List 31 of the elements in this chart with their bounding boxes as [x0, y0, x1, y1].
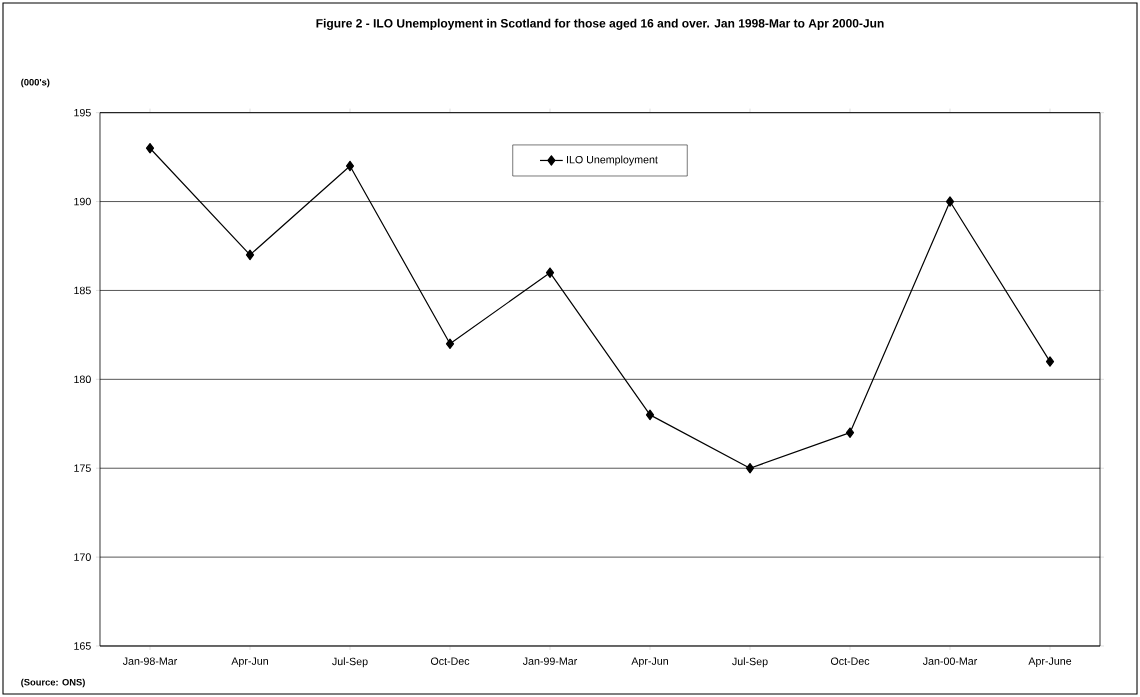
point: [745, 462, 755, 474]
y-tick-label: 190: [74, 197, 91, 206]
x-tick-label: Jul-Sep: [732, 657, 768, 668]
point: [545, 267, 555, 278]
point: [945, 196, 955, 207]
y-tick-label: 170: [74, 553, 91, 561]
y-tick-label: 180: [74, 375, 91, 384]
point: [345, 160, 355, 172]
y-tick-label: 185: [74, 286, 91, 295]
point: [645, 409, 655, 421]
point: [445, 338, 455, 350]
point: [1045, 356, 1055, 367]
x-tick-label: Jul-Sep: [332, 657, 368, 668]
point: [145, 142, 155, 154]
y-tick-label: 195: [74, 108, 91, 117]
x-tick-label: Apr-June: [1028, 657, 1072, 667]
chart-title: Figure 2 - ILO Unemployment in Scotland for those aged 16 and over. Jan 1998-Mar to Apr 2000-Jun: [316, 18, 884, 30]
point: [845, 427, 855, 438]
x-tick-label: Jan-99-Mar: [522, 657, 578, 665]
y-tick-label: 165: [74, 642, 91, 650]
text: (Source: ONS): [21, 678, 85, 688]
x-tick-label: Oct-Dec: [430, 657, 470, 665]
y-axis-title: (000's): [21, 78, 50, 88]
x-tick-label: Oct-Dec: [830, 657, 870, 665]
point: [245, 249, 255, 261]
y-tick-label: 175: [74, 464, 91, 472]
legend-label: ILO Unemployment: [567, 155, 658, 166]
x-tick-label: Apr-Jun: [231, 657, 268, 667]
x-tick-label: Jan-00-Mar: [922, 657, 978, 665]
x-tick-label: Jan-98-Mar: [122, 657, 178, 665]
x-tick-label: Apr-Jun: [631, 657, 668, 667]
